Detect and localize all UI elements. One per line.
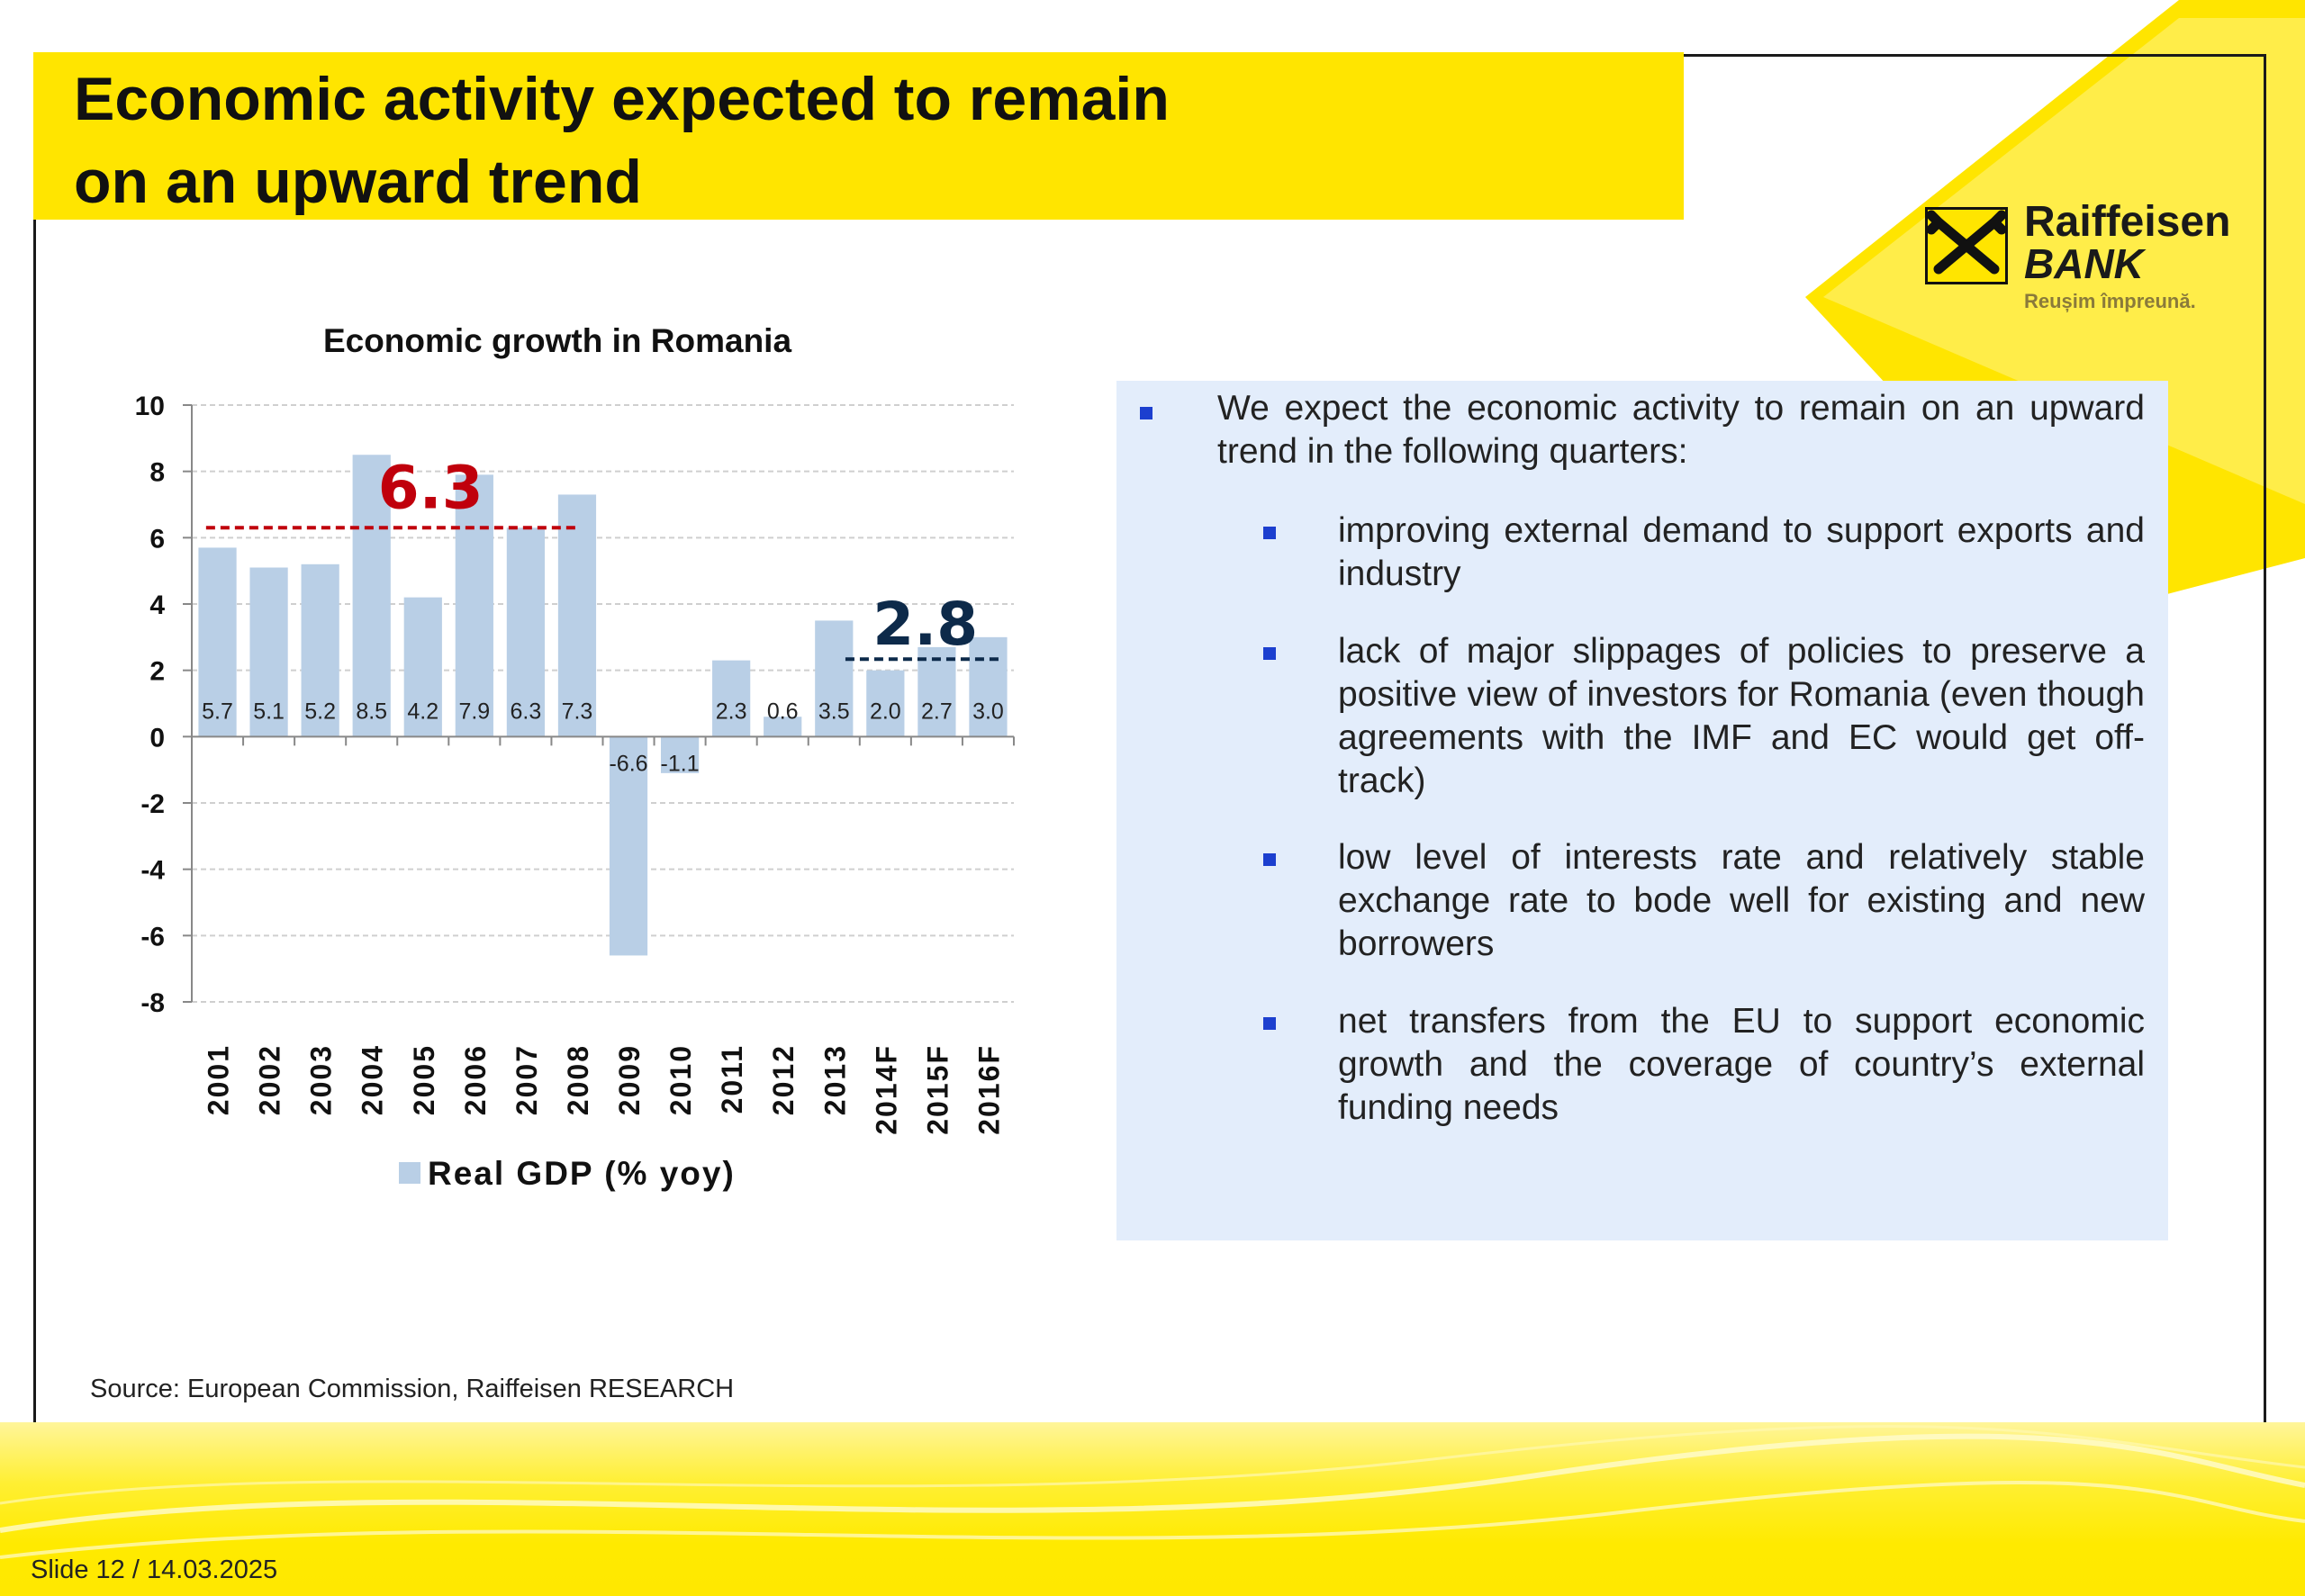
x-tick-label: 2007 bbox=[511, 1044, 543, 1115]
bar-value-label: 0.6 bbox=[767, 699, 799, 724]
average-label: 2.8 bbox=[872, 590, 978, 659]
y-tick-label: 8 bbox=[149, 458, 165, 488]
y-tick-label: 6 bbox=[149, 524, 165, 554]
bar bbox=[352, 455, 391, 737]
logo-bank: BANK bbox=[2024, 240, 2144, 287]
x-tick-label: 2015F bbox=[921, 1044, 954, 1135]
bar-value-label: -6.6 bbox=[609, 751, 647, 776]
sub-bullet-2: lack of major slippages of policies to p… bbox=[1338, 632, 2145, 800]
bar bbox=[660, 736, 700, 773]
title-bar bbox=[33, 52, 1684, 220]
x-tick-label: 2004 bbox=[357, 1044, 389, 1115]
bar-value-label: 2.3 bbox=[716, 699, 747, 724]
bar-value-label: 2.0 bbox=[870, 699, 901, 724]
bar bbox=[301, 564, 339, 737]
bar-value-label: 6.3 bbox=[511, 699, 542, 724]
y-tick-label: 4 bbox=[149, 591, 165, 620]
sub-bullet-3: low level of interests rate and relative… bbox=[1338, 838, 2145, 963]
logo-tagline: Reușim împreună. bbox=[2024, 290, 2196, 312]
sub-bullet-4: net transfers from the EU to support eco… bbox=[1338, 1002, 2145, 1127]
bar bbox=[249, 567, 288, 737]
x-tick-label: 2010 bbox=[664, 1044, 697, 1115]
bar-value-label: 7.3 bbox=[562, 699, 593, 724]
y-tick-label: -2 bbox=[140, 789, 165, 819]
x-tick-label: 2012 bbox=[767, 1044, 800, 1115]
y-tick-label: -8 bbox=[140, 988, 165, 1018]
y-tick-label: 10 bbox=[135, 392, 165, 421]
text-panel bbox=[1116, 381, 2168, 1240]
bar bbox=[917, 646, 956, 737]
bullet-square-icon bbox=[1263, 1017, 1276, 1030]
x-tick-label: 2008 bbox=[562, 1044, 594, 1115]
x-tick-label: 2002 bbox=[254, 1044, 286, 1115]
logo-name: Raiffeisen bbox=[2024, 198, 2231, 246]
bar-value-label: 3.5 bbox=[818, 699, 850, 724]
legend-label: Real GDP (% yoy) bbox=[428, 1155, 736, 1192]
bar-value-label: 7.9 bbox=[458, 699, 490, 724]
bar bbox=[609, 736, 648, 956]
bar-value-label: 5.1 bbox=[253, 699, 285, 724]
x-tick-label: 2013 bbox=[818, 1044, 851, 1115]
chart-title: Economic growth in Romania bbox=[323, 322, 792, 359]
y-tick-label: 2 bbox=[149, 657, 165, 687]
bar bbox=[866, 670, 905, 737]
y-tick-label: 0 bbox=[149, 723, 165, 753]
bar-value-label: -1.1 bbox=[661, 751, 700, 776]
bullet-square-icon bbox=[1263, 527, 1276, 539]
bar bbox=[506, 527, 546, 737]
legend-swatch bbox=[399, 1162, 420, 1184]
source-note: Source: European Commission, Raiffeisen … bbox=[90, 1375, 735, 1403]
bar bbox=[764, 717, 802, 737]
x-tick-label: 2009 bbox=[613, 1044, 646, 1115]
slide-number: Slide 12 / 14.03.2025 bbox=[31, 1555, 278, 1584]
footer-decoration bbox=[0, 1424, 2305, 1559]
bar-value-label: 4.2 bbox=[407, 699, 438, 724]
slide-title: Economic activity expected to remain on … bbox=[74, 58, 1604, 223]
bar-value-label: 3.0 bbox=[972, 699, 1004, 724]
bar bbox=[969, 636, 1008, 737]
x-tick-label: 2006 bbox=[459, 1044, 492, 1115]
bullet-square-icon bbox=[1263, 853, 1276, 866]
x-tick-label: 2003 bbox=[305, 1044, 338, 1115]
title-line-2: on an upward trend bbox=[74, 148, 642, 216]
bar-value-label: 5.7 bbox=[202, 699, 233, 724]
bar bbox=[403, 597, 442, 737]
sub-bullet-1: improving external demand to support exp… bbox=[1338, 511, 2145, 593]
y-tick-label: -4 bbox=[140, 856, 165, 886]
bar bbox=[815, 620, 854, 737]
bar bbox=[198, 547, 237, 737]
bar bbox=[455, 474, 493, 737]
logo-cross-icon bbox=[1925, 207, 2008, 284]
bullet-square-icon bbox=[1140, 407, 1152, 419]
x-tick-label: 2014F bbox=[870, 1044, 902, 1135]
x-tick-label: 2001 bbox=[203, 1044, 235, 1115]
x-tick-label: 2011 bbox=[716, 1044, 748, 1114]
title-line-1: Economic activity expected to remain bbox=[74, 65, 1170, 133]
bar-value-label: 8.5 bbox=[356, 699, 387, 724]
y-tick-label: -6 bbox=[140, 922, 165, 951]
raiffeisen-logo: Raiffeisen BANK Reușim împreună. bbox=[1925, 200, 2258, 317]
x-tick-label: 2005 bbox=[408, 1044, 440, 1115]
bullet-square-icon bbox=[1263, 647, 1276, 660]
average-label: 6.3 bbox=[378, 453, 484, 522]
bar bbox=[712, 660, 751, 737]
x-tick-label: 2016F bbox=[972, 1044, 1005, 1135]
main-bullet: We expect the economic activity to remai… bbox=[1217, 389, 2145, 471]
bar bbox=[557, 494, 597, 737]
bar-value-label: 2.7 bbox=[921, 699, 953, 724]
bar-value-label: 5.2 bbox=[304, 699, 336, 724]
